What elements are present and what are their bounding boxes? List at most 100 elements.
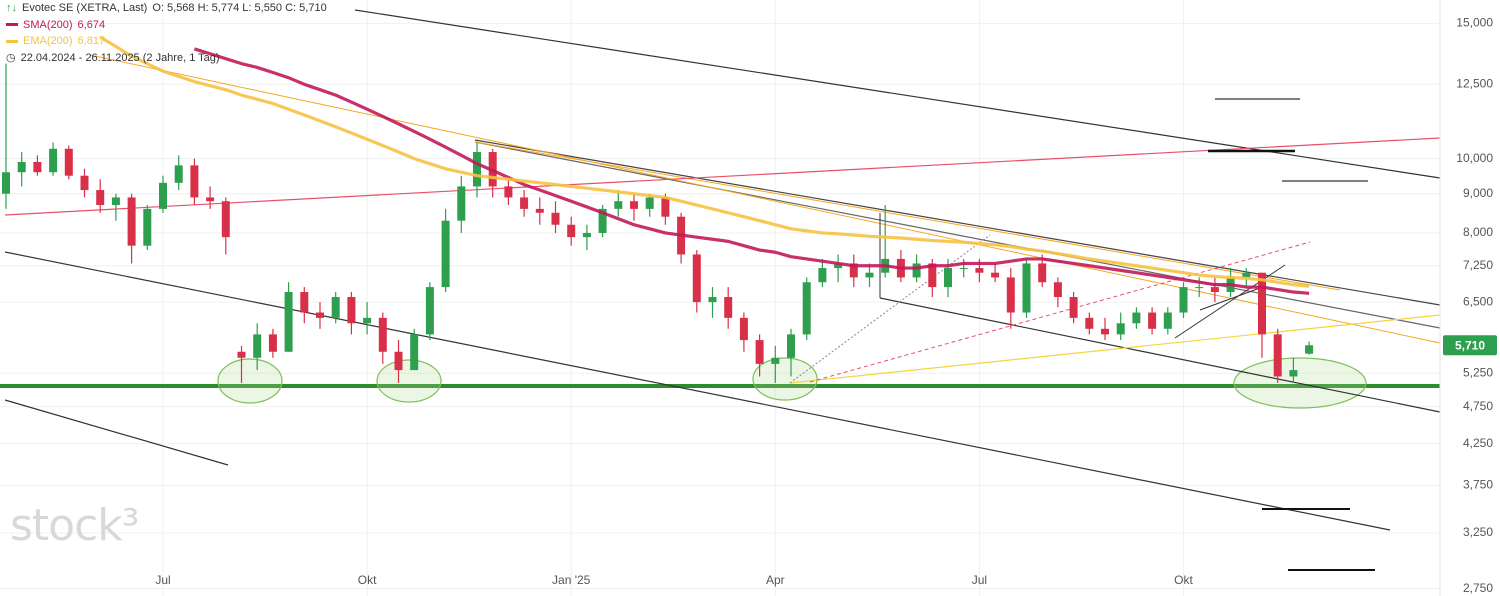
legend-row: SMA(200) 6,674 — [6, 17, 327, 34]
candle-body — [1022, 263, 1031, 313]
trend-line — [474, 141, 1441, 329]
candle-body — [567, 224, 576, 238]
candle-body — [159, 182, 167, 209]
candle-body — [928, 263, 937, 288]
y-tick-label: 15,000 — [1456, 16, 1493, 30]
candle-body — [598, 208, 607, 233]
candle-body — [849, 263, 858, 278]
candle-body — [363, 317, 372, 324]
y-tick-label: 8,000 — [1463, 225, 1493, 239]
candle-body — [425, 287, 434, 335]
candle-body — [378, 317, 387, 352]
x-tick-label: Okt — [358, 573, 377, 587]
candle-body — [1305, 345, 1314, 354]
ohlc: O: 5,568 H: 5,774 L: 5,550 C: 5,710 — [152, 0, 326, 17]
y-tick-label: 2,750 — [1463, 581, 1493, 595]
candle-body — [959, 268, 968, 270]
candle-body — [96, 190, 105, 206]
trend-line — [879, 297, 1441, 413]
trend-line — [789, 234, 991, 384]
trend-line — [474, 141, 1341, 291]
candle-body — [127, 197, 136, 246]
ohlc-value: 5,774 — [211, 2, 240, 14]
candle-body — [708, 297, 717, 303]
candle-body — [582, 232, 591, 238]
candle-body — [645, 197, 654, 209]
candle-body — [1085, 317, 1094, 329]
legend-row: EMA(200) 6,817 — [6, 33, 327, 50]
trend-line — [809, 241, 1311, 383]
legend-value: 6,674 — [77, 18, 106, 31]
legend-name: EMA(200) — [23, 35, 73, 47]
candle-body — [724, 297, 733, 318]
candle-body — [1258, 272, 1266, 335]
trend-line — [354, 9, 1441, 179]
x-tick-label: Apr — [766, 573, 785, 587]
candle-body — [347, 297, 356, 324]
legend-row: ↑↓ Evotec SE (XETRA, Last) O: 5,568 H: 5… — [6, 0, 327, 17]
legend-value: 6,817 — [77, 35, 106, 47]
candle-body — [1210, 287, 1219, 293]
candle-body — [473, 152, 481, 187]
plot — [2, 35, 1314, 383]
candle-body — [174, 165, 183, 183]
candle-body — [206, 197, 215, 202]
candle-body — [17, 161, 26, 173]
candle-body — [331, 297, 340, 318]
candle-body — [661, 197, 670, 217]
grid — [0, 0, 1440, 596]
candle-body — [991, 272, 1000, 278]
icon: ◷ — [6, 51, 16, 64]
candle-body — [614, 201, 623, 209]
candle-body — [692, 254, 701, 303]
ohlc-key: L: — [242, 2, 252, 14]
candle-body — [80, 175, 89, 191]
candle-body — [944, 268, 952, 288]
ohlc-key: O: — [152, 2, 164, 14]
x-tick-label: Jul — [155, 573, 170, 587]
candle-body — [1101, 328, 1109, 335]
candle-body — [1163, 312, 1172, 329]
candle-body — [394, 351, 403, 371]
candle-body — [551, 212, 560, 225]
axis: 2,750 3,250 3,750 4,250 4,750 5,250 6,500 7,250… — [155, 0, 1497, 596]
ohlc-value: 5,710 — [299, 2, 327, 14]
candle-body — [253, 334, 262, 358]
icon: ↑↓ — [6, 2, 17, 14]
x-tick-label: Jul — [972, 573, 987, 587]
trend-line — [789, 314, 1441, 384]
ohlc-value: 5,568 — [167, 2, 195, 14]
ohlc-key: H: — [197, 2, 209, 14]
drawings — [0, 9, 1441, 571]
watermark: stock³ — [10, 500, 139, 551]
y-tick-label: 10,000 — [1456, 151, 1493, 165]
trend-line — [1174, 264, 1286, 339]
ohlc-value: 5,550 — [254, 2, 283, 14]
candle-body — [316, 312, 324, 318]
candle-body — [33, 161, 42, 173]
candle-body — [739, 317, 748, 341]
candle-body — [64, 148, 73, 176]
y-tick-label: 3,250 — [1463, 525, 1493, 539]
candle-body — [834, 263, 843, 269]
candle-body — [630, 201, 638, 209]
y-tick-label: 5,250 — [1463, 365, 1493, 379]
candle-body — [912, 263, 921, 278]
trend-line — [474, 139, 1441, 306]
candle-body — [2, 172, 10, 194]
candle-body — [975, 268, 984, 273]
trend-line — [1199, 287, 1261, 311]
last-price-tag — [1443, 335, 1497, 356]
ohlc-key: C: — [285, 2, 297, 14]
trend-line — [4, 251, 1391, 531]
candle-body — [300, 292, 309, 313]
trend-line — [4, 137, 1441, 216]
candle-body — [410, 334, 419, 371]
legend-row: ◷ 22.04.2024 - 26.11.2025 (2 Jahre, 1 Ta… — [6, 50, 327, 67]
candle-body — [1289, 370, 1298, 377]
candle-body — [504, 186, 513, 198]
highlight-ellipse — [376, 359, 442, 403]
candle-body — [771, 357, 780, 364]
candle-body — [1132, 312, 1141, 324]
